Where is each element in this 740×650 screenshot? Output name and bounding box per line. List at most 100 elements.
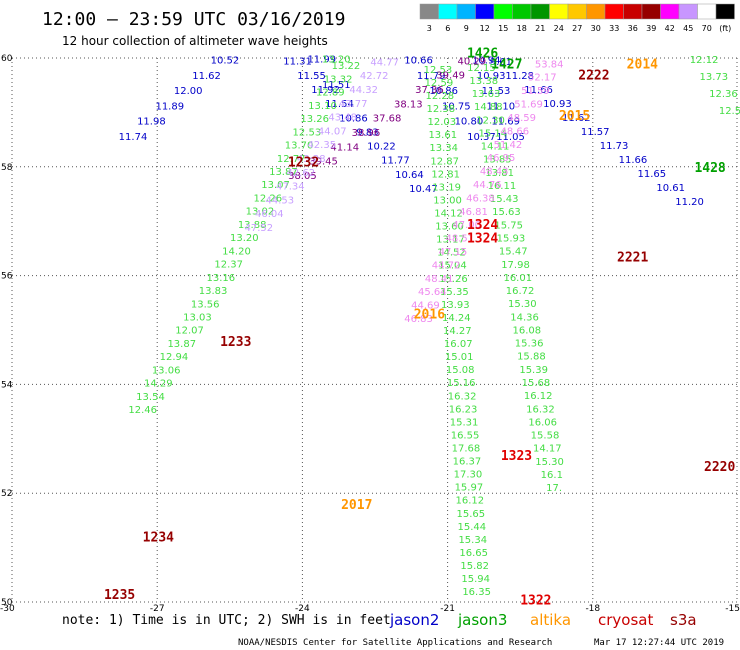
wave-height-label: 12.38 bbox=[427, 104, 456, 115]
scale-swatch bbox=[549, 3, 569, 20]
wave-height-label: 13.54 bbox=[136, 392, 165, 403]
wave-height-label: 11.99 bbox=[307, 55, 336, 66]
pass-number-label: 2017 bbox=[341, 498, 372, 513]
scale-value-label: (ft) bbox=[719, 24, 731, 33]
wave-height-label: 11.31 bbox=[283, 57, 312, 68]
wave-height-label: 11.62 bbox=[192, 71, 221, 82]
wave-height-label: 15.75 bbox=[494, 220, 523, 231]
pass-number-label: 1426 bbox=[467, 47, 498, 62]
wave-height-label: 15.97 bbox=[455, 483, 484, 494]
wave-height-label: 47.52 bbox=[245, 223, 274, 234]
wave-height-label: 10.61 bbox=[656, 183, 685, 194]
footer-note: note: 1) Time is in UTC; 2) SWH is in fe… bbox=[62, 613, 391, 628]
scale-swatch bbox=[641, 3, 661, 20]
wave-height-label: 15.94 bbox=[461, 574, 490, 585]
wave-height-label: 12.46 bbox=[128, 405, 157, 416]
wave-height-label: 11.10 bbox=[487, 101, 516, 112]
wave-height-label: 11.05 bbox=[496, 132, 525, 143]
footer: note: 1) Time is in UTC; 2) SWH is in fe… bbox=[62, 611, 724, 648]
x-tick-label: -18 bbox=[585, 604, 600, 614]
wave-height-label: 11.98 bbox=[137, 117, 166, 128]
wave-height-label: 11.92 bbox=[311, 85, 340, 96]
wave-height-label: 14.29 bbox=[144, 379, 173, 390]
scale-swatch bbox=[567, 3, 587, 20]
wave-height-label: 12.81 bbox=[431, 169, 460, 180]
pass-number-label: 1324 bbox=[467, 218, 498, 233]
wave-height-label: 16.35 bbox=[462, 587, 491, 598]
wave-height-label: 13.38 bbox=[469, 76, 498, 87]
wave-height-label: 13.61 bbox=[428, 130, 457, 141]
wave-height-label: 15.14 bbox=[479, 128, 508, 139]
mission-legend-item: cryosat bbox=[598, 611, 653, 629]
y-tick-label: 56 bbox=[1, 272, 13, 282]
wave-height-label: 13.07 bbox=[261, 180, 290, 191]
wave-height-label: 15.44 bbox=[457, 522, 486, 533]
wave-height-label: 13.17 bbox=[436, 235, 465, 246]
wave-height-label: 48.41 bbox=[425, 274, 454, 285]
scale-value-label: 24 bbox=[554, 24, 564, 33]
wave-height-label: 44.07 bbox=[318, 126, 347, 137]
wave-height-label: 13.06 bbox=[152, 365, 181, 376]
wave-height-label: 51.42 bbox=[494, 140, 523, 151]
scale-swatch bbox=[493, 3, 513, 20]
wave-height-label: 13.87 bbox=[269, 167, 298, 178]
scale-swatch bbox=[623, 3, 643, 20]
scale-swatch bbox=[475, 3, 495, 20]
pass-number-label: 2222 bbox=[578, 68, 609, 83]
scale-swatch bbox=[660, 3, 680, 20]
wave-height-label: 12.26 bbox=[253, 193, 282, 204]
wave-height-label: 42.35 bbox=[307, 140, 336, 151]
wave-height-label: 13.02 bbox=[246, 207, 275, 218]
wave-height-label: 13.03 bbox=[183, 312, 212, 323]
wave-height-label: 15.35 bbox=[440, 287, 469, 298]
pass-number-label: 1233 bbox=[220, 335, 251, 350]
wave-height-label: 11.53 bbox=[482, 86, 511, 97]
wave-height-label: 13.93 bbox=[441, 300, 470, 311]
scale-value-label: 18 bbox=[517, 24, 527, 33]
wave-height-label: 11.57 bbox=[581, 127, 610, 138]
wave-height-label: 16.06 bbox=[528, 417, 557, 428]
wave-height-label: 13.63 bbox=[472, 89, 501, 100]
wave-height-label: 44.69 bbox=[411, 301, 440, 312]
wave-height-label: 12.58 bbox=[719, 106, 740, 117]
wave-height-label: 15.04 bbox=[438, 261, 467, 272]
wave-height-label: 10.86 bbox=[339, 113, 368, 124]
wave-height-label: 44.77 bbox=[370, 57, 399, 68]
wave-height-label: 15.01 bbox=[445, 352, 474, 363]
wave-height-label: 12.15 bbox=[467, 63, 496, 74]
pass-number-label: 1322 bbox=[520, 593, 551, 608]
scale-value-label: 6 bbox=[445, 24, 450, 33]
wave-height-label: 15.63 bbox=[492, 207, 521, 218]
color-scale: 3 6 9 12 15 18 21 24 27 30 33 36 39 42 45 70 (ft) bbox=[419, 3, 735, 33]
wave-height-label: 42.72 bbox=[360, 71, 389, 82]
wave-height-label: 15.93 bbox=[497, 234, 526, 245]
scale-value-label: 45 bbox=[683, 24, 693, 33]
wave-height-label: 16.37 bbox=[453, 457, 482, 468]
wave-height-label: 10.80 bbox=[455, 117, 484, 128]
scale-swatch bbox=[438, 3, 458, 20]
scale-swatch bbox=[530, 3, 550, 20]
wave-height-label: 11.73 bbox=[600, 141, 629, 152]
scale-swatch bbox=[456, 3, 476, 20]
wave-height-label: 10.64 bbox=[395, 170, 424, 181]
pass-number-label: 1234 bbox=[143, 531, 174, 546]
scale-swatch bbox=[419, 3, 439, 20]
x-tick-label: -21 bbox=[440, 604, 455, 614]
wave-height-label: 38.96 bbox=[352, 128, 381, 139]
wave-height-label: 14.20 bbox=[222, 246, 251, 257]
pass-number-label: 1323 bbox=[501, 449, 532, 464]
wave-height-label: 13.87 bbox=[167, 339, 196, 350]
wave-height-label: 43.28 bbox=[297, 154, 326, 165]
wave-height-label: 15.65 bbox=[457, 509, 486, 520]
wave-height-label: 13.56 bbox=[191, 299, 220, 310]
header: 12:00 – 23:59 UTC 03/16/2019 12 hour col… bbox=[42, 9, 345, 48]
pass-number-label: 1428 bbox=[694, 161, 725, 176]
scale-value-label: 70 bbox=[702, 24, 712, 33]
wave-height-label: 44.72 bbox=[432, 260, 461, 271]
wave-height-label: 12.07 bbox=[175, 326, 204, 337]
x-tick-label: -24 bbox=[295, 604, 310, 614]
wave-height-label: 43.77 bbox=[339, 99, 368, 110]
scale-swatch bbox=[678, 3, 698, 20]
chart-title: 12:00 – 23:59 UTC 03/16/2019 bbox=[42, 9, 345, 30]
wave-height-label: 10.86 bbox=[429, 86, 458, 97]
